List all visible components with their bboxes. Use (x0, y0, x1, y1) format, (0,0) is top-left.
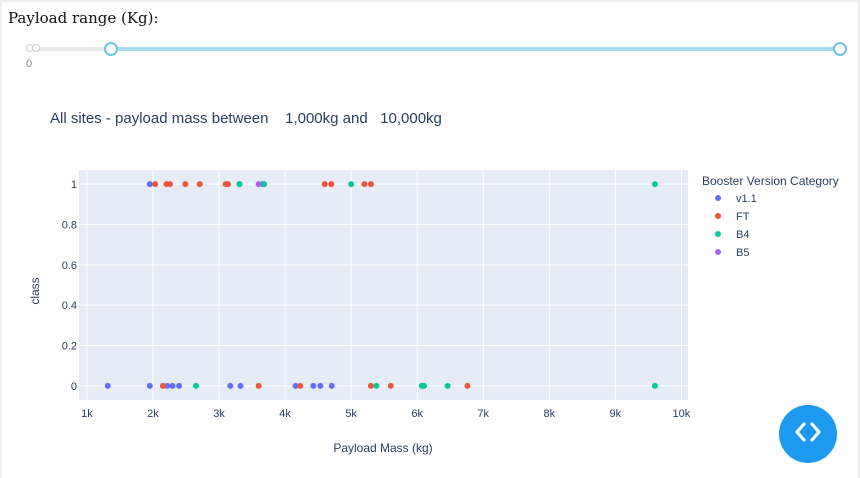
frame-left-border (0, 0, 2, 478)
x-tick-label: 7k (477, 408, 489, 420)
slider-min-label: 0 (26, 58, 33, 70)
y-tick-label: 0 (71, 381, 77, 393)
x-tick-label: 8k (543, 408, 555, 420)
data-point-b4 (192, 382, 199, 389)
data-point-v1-1 (328, 382, 335, 389)
data-point-ft (297, 382, 304, 389)
data-point-ft (464, 382, 471, 389)
x-tick-label: 6k (411, 408, 423, 420)
y-axis-title: class (28, 277, 42, 304)
data-point-b5 (255, 181, 262, 188)
data-point-v1-1 (146, 382, 153, 389)
data-point-ft (166, 181, 173, 188)
legend-marker (715, 195, 721, 201)
data-point-ft (182, 181, 189, 188)
x-tick-label: 9k (610, 408, 622, 420)
data-point-b4 (651, 382, 658, 389)
legend-marker (715, 231, 721, 237)
legend-marker (715, 249, 721, 255)
payload-range-heading: Payload range (Kg): (8, 9, 159, 27)
code-icon (793, 420, 823, 448)
legend-marker (715, 213, 721, 219)
legend-item-label: v1.1 (736, 193, 757, 205)
data-point-b4 (421, 382, 428, 389)
x-tick-label: 3k (213, 408, 225, 420)
slider-handle-low[interactable] (104, 42, 118, 56)
legend-title: Booster Version Category (702, 174, 839, 188)
data-point-ft (367, 181, 374, 188)
data-point-ft (152, 181, 159, 188)
legend-item-label: B4 (736, 229, 749, 241)
x-tick-label: 1k (81, 408, 93, 420)
data-point-b4 (236, 181, 243, 188)
y-axis-ticks: 0 0.2 0.4 0.6 0.8 1 (62, 179, 77, 393)
y-tick-label: 1 (71, 179, 77, 191)
frame-top-border (0, 0, 860, 2)
scatter-chart: All sites - payload mass between 1,000kg… (28, 110, 839, 455)
x-tick-label: 5k (345, 408, 357, 420)
y-tick-label: 0.8 (62, 219, 77, 231)
payload-range-slider[interactable]: 0 (26, 36, 847, 76)
x-tick-label: 4k (279, 408, 291, 420)
x-tick-label: 10k (673, 408, 691, 420)
data-point-v1-1 (237, 382, 244, 389)
data-point-ft (328, 181, 335, 188)
data-point-ft (196, 181, 203, 188)
y-tick-label: 0.6 (62, 260, 77, 272)
data-point-ft (367, 382, 374, 389)
code-toggle-button[interactable] (779, 405, 837, 463)
data-point-b4 (651, 181, 658, 188)
y-tick-label: 0.4 (62, 300, 77, 312)
data-point-ft (361, 181, 368, 188)
data-point-b4 (444, 382, 451, 389)
y-tick-label: 0.2 (62, 341, 77, 353)
data-points (104, 181, 658, 389)
data-point-v1-1 (164, 382, 171, 389)
data-point-b4 (261, 181, 268, 188)
data-point-ft (321, 181, 328, 188)
x-tick-label: 2k (147, 408, 159, 420)
data-point-ft (159, 382, 166, 389)
data-point-ft (255, 382, 262, 389)
slider-handle-high[interactable] (833, 42, 847, 56)
data-point-ft (387, 382, 394, 389)
data-point-b4 (373, 382, 380, 389)
data-point-ft (225, 181, 232, 188)
plot-area (79, 170, 688, 400)
x-axis-ticks: 1k 2k 3k 4k 5k 6k 7k 8k 9k 10k (81, 408, 691, 420)
legend[interactable]: v1.1 FT B4 B5 (715, 193, 757, 259)
data-point-v1-1 (169, 382, 176, 389)
data-point-v1-1 (104, 382, 111, 389)
data-point-b4 (348, 181, 355, 188)
legend-item-label: B5 (736, 247, 749, 259)
data-point-v1-1 (227, 382, 234, 389)
data-point-v1-1 (310, 382, 317, 389)
x-axis-title: Payload Mass (kg) (333, 441, 432, 455)
data-point-v1-1 (176, 382, 183, 389)
slider-mark (32, 44, 40, 52)
data-point-v1-1 (292, 382, 299, 389)
slider-selected-track[interactable] (110, 47, 839, 51)
legend-item-label: FT (736, 211, 750, 223)
frame-right-border (858, 0, 860, 478)
data-point-v1-1 (146, 181, 153, 188)
data-point-v1-1 (317, 382, 324, 389)
chart-title: All sites - payload mass between 1,000kg… (50, 110, 442, 127)
